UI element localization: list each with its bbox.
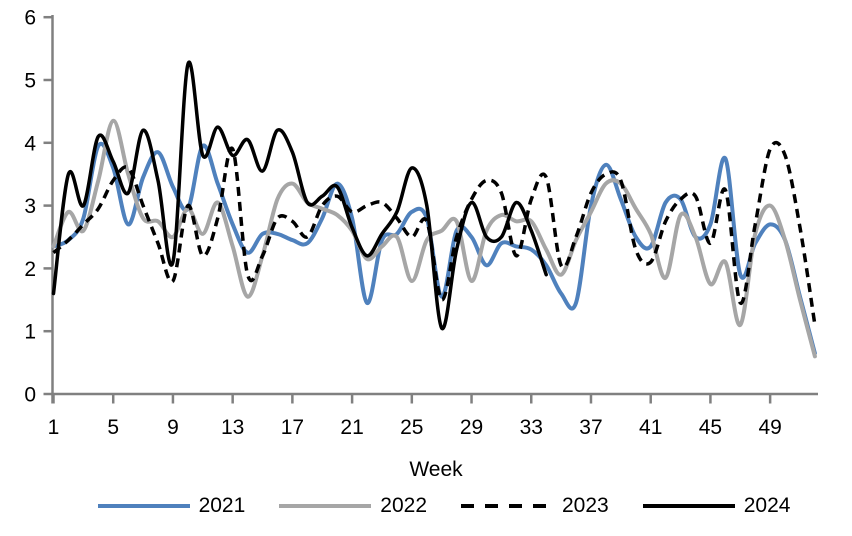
y-tick-label: 0 [24,384,36,407]
x-tick-label: 41 [639,416,662,439]
legend-line-sample-2022 [279,504,372,508]
series-line-2023 [52,140,817,326]
x-tick-label: 29 [460,416,483,439]
x-tick-label: 1 [48,416,60,439]
legend-item-2024: 2024 [642,493,791,519]
x-tick-label: 49 [758,416,781,439]
series-line-2022 [51,118,817,359]
x-tick-label: 45 [699,416,722,439]
y-tick-label: 2 [24,258,36,281]
legend-item-2023: 2023 [461,493,609,519]
legend-item-2022: 2022 [279,493,427,519]
y-tick-label: 6 [24,7,36,30]
y-tick-label: 5 [24,70,36,93]
x-tick-label: 13 [221,416,244,439]
x-tick-label: 25 [400,416,423,439]
x-tick-label: 21 [340,416,363,439]
y-tick-label: 3 [24,195,36,218]
legend: 2021 2022 2023 2024 [36,493,852,519]
x-tick-label: 17 [281,416,304,439]
legend-line-sample-2021 [97,504,190,508]
x-tick-label: 5 [107,416,119,439]
legend-label-2021: 2021 [198,494,246,517]
series-line-2024 [51,60,548,330]
x-tick-label: 9 [167,416,179,439]
x-tick-label: 33 [520,416,543,439]
y-tick-label: 1 [24,321,36,344]
legend-label-2023: 2023 [562,494,609,517]
y-tick-label: 4 [24,132,36,155]
legend-label-2022: 2022 [380,494,427,517]
x-tick-label: 37 [579,416,602,439]
legend-line-sample-2023 [461,504,553,508]
x-axis-title: Week [409,458,463,481]
legend-label-2024: 2024 [743,494,791,517]
legend-line-sample-2024 [642,504,735,508]
legend-item-2021: 2021 [97,493,246,519]
